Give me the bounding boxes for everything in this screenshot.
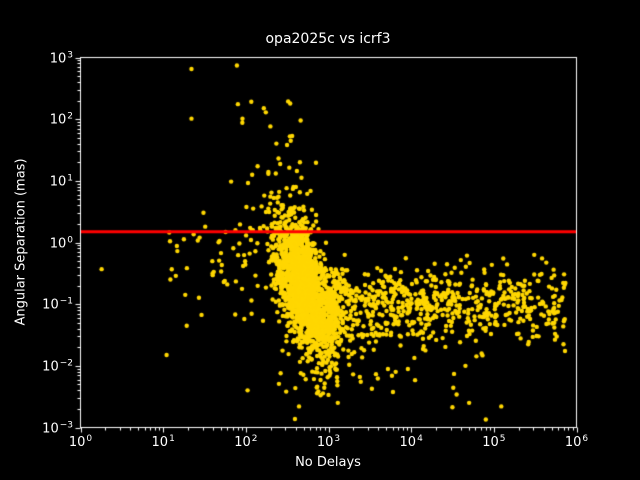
tick-exponent: 2 xyxy=(251,434,258,444)
x-tick-label: 100 xyxy=(68,434,93,450)
x-tick-label: 105 xyxy=(482,434,506,450)
tick-exponent: 0 xyxy=(67,235,73,245)
x-tick-label: 103 xyxy=(316,434,341,450)
x-axis-label: No Delays xyxy=(295,455,361,470)
tick-exponent: 1 xyxy=(169,434,175,444)
x-tick-label: 106 xyxy=(564,434,589,450)
y-tick-label: 10−3 xyxy=(42,420,73,436)
x-tick-label: 101 xyxy=(151,434,175,450)
tick-exponent: 3 xyxy=(67,50,73,60)
tick-exponent: 0 xyxy=(86,434,93,444)
y-tick-label: 103 xyxy=(49,50,73,66)
tick-exponent: 4 xyxy=(417,434,423,444)
y-tick-label: 10−1 xyxy=(42,296,73,313)
y-tick-label: 10−2 xyxy=(42,358,73,375)
tick-exponent: −3 xyxy=(59,420,73,430)
chart-title: opa2025c vs icrf3 xyxy=(265,31,391,47)
tick-exponent: 3 xyxy=(334,434,341,444)
y-tick-label: 100 xyxy=(49,235,73,251)
tick-exponent: −2 xyxy=(59,358,73,369)
tick-exponent: 1 xyxy=(67,173,73,184)
y-tick-label: 101 xyxy=(49,173,73,190)
tick-exponent: −1 xyxy=(59,296,73,307)
tick-exponent: 5 xyxy=(499,434,506,444)
y-axis-label: Angular Separation (mas) xyxy=(13,158,29,326)
tick-exponent: 2 xyxy=(67,111,73,122)
x-tick-label: 102 xyxy=(234,434,258,450)
y-tick-label: 102 xyxy=(49,111,73,128)
x-tick-label: 104 xyxy=(399,434,423,450)
tick-exponent: 6 xyxy=(582,434,589,444)
